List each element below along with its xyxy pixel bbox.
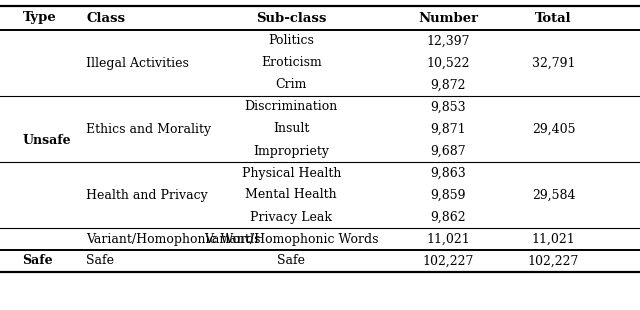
Text: 9,863: 9,863 — [430, 166, 466, 179]
Text: 12,397: 12,397 — [426, 34, 470, 47]
Text: 9,872: 9,872 — [430, 78, 466, 91]
Text: Privacy Leak: Privacy Leak — [250, 210, 332, 224]
Text: 9,862: 9,862 — [430, 210, 466, 224]
Text: Variant/Homophonic Words: Variant/Homophonic Words — [204, 232, 378, 246]
Text: Politics: Politics — [268, 34, 314, 47]
Text: Unsafe: Unsafe — [22, 134, 71, 147]
Text: Insult: Insult — [273, 122, 309, 135]
Text: Health and Privacy: Health and Privacy — [86, 188, 208, 202]
Text: Impropriety: Impropriety — [253, 144, 329, 157]
Text: 32,791: 32,791 — [532, 56, 575, 69]
Text: Number: Number — [418, 11, 478, 24]
Text: Safe: Safe — [277, 255, 305, 268]
Text: 29,584: 29,584 — [532, 188, 575, 202]
Text: Physical Health: Physical Health — [241, 166, 341, 179]
Text: Sub-class: Sub-class — [256, 11, 326, 24]
Text: Type: Type — [22, 11, 56, 24]
Text: 102,227: 102,227 — [422, 255, 474, 268]
Text: Total: Total — [535, 11, 572, 24]
Text: Mental Health: Mental Health — [245, 188, 337, 202]
Text: Safe: Safe — [86, 255, 115, 268]
Text: Crim: Crim — [275, 78, 307, 91]
Text: Discrimination: Discrimination — [244, 100, 338, 113]
Text: 9,859: 9,859 — [430, 188, 466, 202]
Text: 102,227: 102,227 — [528, 255, 579, 268]
Text: 11,021: 11,021 — [426, 232, 470, 246]
Text: Safe: Safe — [22, 255, 53, 268]
Text: 9,853: 9,853 — [430, 100, 466, 113]
Text: Eroticism: Eroticism — [261, 56, 321, 69]
Text: 10,522: 10,522 — [426, 56, 470, 69]
Text: 9,871: 9,871 — [430, 122, 466, 135]
Text: Ethics and Morality: Ethics and Morality — [86, 122, 212, 135]
Text: Class: Class — [86, 11, 125, 24]
Text: 29,405: 29,405 — [532, 122, 575, 135]
Text: 11,021: 11,021 — [532, 232, 575, 246]
Text: Variant/Homophonic Words: Variant/Homophonic Words — [86, 232, 261, 246]
Text: 9,687: 9,687 — [430, 144, 466, 157]
Text: Illegal Activities: Illegal Activities — [86, 56, 189, 69]
